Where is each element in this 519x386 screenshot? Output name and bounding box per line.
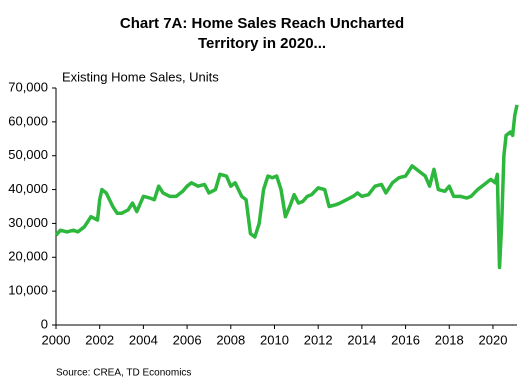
y-tick-label: 60,000 <box>8 113 48 128</box>
y-tick-label: 30,000 <box>8 215 48 230</box>
y-axis-label: Existing Home Sales, Units <box>62 69 219 84</box>
source-note: Source: CREA, TD Economics <box>56 368 191 379</box>
y-tick-label: 70,000 <box>8 79 48 94</box>
x-tick-label: 2008 <box>216 332 245 347</box>
y-tick-label: 40,000 <box>8 181 48 196</box>
x-tick-label: 2010 <box>260 332 289 347</box>
x-tick-label: 2006 <box>173 332 202 347</box>
chart-title: Chart 7A: Home Sales Reach Uncharted <box>120 15 404 32</box>
y-tick-label: 10,000 <box>8 283 48 298</box>
x-tick-label: 2002 <box>85 332 114 347</box>
x-tick-label: 2000 <box>42 332 71 347</box>
x-tick-label: 2018 <box>435 332 464 347</box>
y-tick-label: 0 <box>41 316 48 331</box>
y-tick-label: 50,000 <box>8 147 48 162</box>
x-tick-label: 2016 <box>391 332 420 347</box>
x-tick-label: 2020 <box>479 332 508 347</box>
x-tick-label: 2012 <box>304 332 333 347</box>
x-tick-label: 2004 <box>129 332 158 347</box>
chart-title: Territory in 2020... <box>198 35 326 52</box>
y-tick-label: 20,000 <box>8 249 48 264</box>
data-line <box>54 104 519 270</box>
x-tick-label: 2014 <box>347 332 376 347</box>
